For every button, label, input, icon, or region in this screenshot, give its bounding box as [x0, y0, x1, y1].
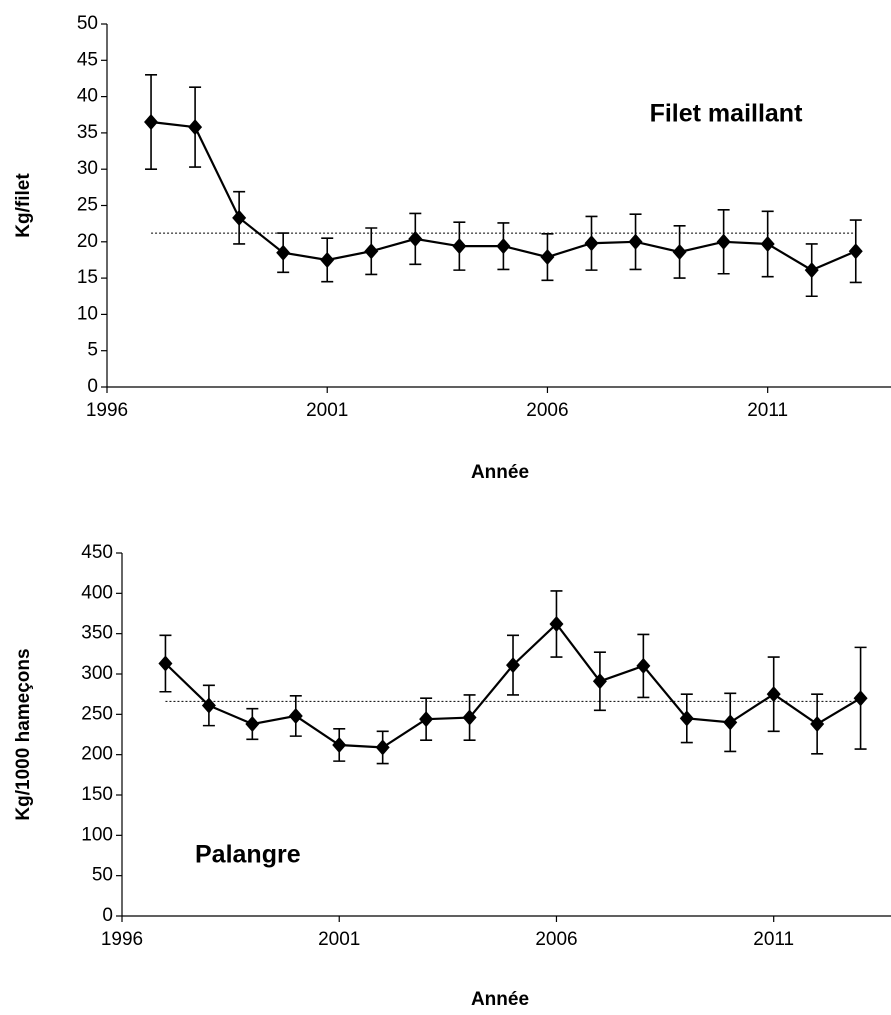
marker [804, 262, 819, 279]
marker [462, 709, 477, 726]
y-tick-label: 10 [77, 303, 98, 324]
y-tick-label: 50 [92, 865, 113, 886]
marker [320, 251, 335, 268]
marker [288, 707, 303, 724]
marker [144, 114, 159, 131]
y-tick-label: 0 [87, 376, 98, 397]
marker [628, 233, 643, 250]
annotation: Palangre [195, 841, 301, 869]
x-tick-label: 2006 [526, 400, 568, 421]
marker [766, 686, 781, 703]
marker [672, 243, 687, 260]
marker [375, 739, 390, 756]
y-tick-label: 250 [81, 703, 113, 724]
marker [452, 238, 467, 255]
y-tick-label: 30 [77, 158, 98, 179]
x-tick-label: 2001 [306, 400, 348, 421]
marker [549, 615, 564, 632]
y-tick-label: 0 [102, 905, 113, 926]
y-axis-title: Kg/1000 hameçons [13, 648, 34, 820]
marker [419, 711, 434, 728]
annotation: Filet maillant [650, 100, 803, 128]
y-tick-label: 5 [87, 340, 98, 361]
marker [232, 209, 247, 226]
marker [364, 243, 379, 260]
y-tick-label: 350 [81, 623, 113, 644]
y-tick-label: 450 [81, 542, 113, 563]
x-axis-title: Année [471, 989, 529, 1010]
y-tick-label: 150 [81, 784, 113, 805]
marker [810, 716, 825, 733]
x-tick-label: 2011 [747, 400, 788, 421]
y-axis-title: Kg/filet [13, 173, 34, 238]
marker [592, 673, 607, 690]
y-tick-label: 35 [77, 122, 98, 143]
marker [848, 243, 863, 260]
marker [158, 655, 173, 672]
x-axis-title: Année [471, 462, 529, 483]
y-tick-label: 400 [81, 582, 113, 603]
marker [506, 657, 521, 674]
marker [201, 697, 216, 714]
y-tick-label: 45 [77, 49, 98, 70]
x-tick-label: 1996 [101, 929, 143, 950]
marker [540, 249, 555, 266]
marker [408, 230, 423, 247]
marker [723, 714, 738, 731]
marker [760, 235, 775, 252]
y-tick-label: 50 [77, 13, 98, 34]
marker [636, 657, 651, 674]
marker [853, 690, 868, 707]
marker [276, 244, 291, 261]
y-tick-label: 40 [77, 86, 98, 107]
x-tick-label: 1996 [86, 400, 128, 421]
y-tick-label: 100 [81, 824, 113, 845]
marker [584, 235, 599, 252]
marker [716, 233, 731, 250]
marker [188, 119, 203, 136]
x-tick-label: 2001 [318, 929, 360, 950]
y-tick-label: 200 [81, 744, 113, 765]
x-tick-label: 2006 [535, 929, 577, 950]
y-tick-label: 25 [77, 195, 98, 216]
marker [679, 710, 694, 727]
marker [496, 238, 511, 255]
y-tick-label: 20 [77, 231, 98, 252]
y-tick-label: 300 [81, 663, 113, 684]
marker [332, 736, 347, 753]
x-tick-label: 2011 [753, 929, 794, 950]
y-tick-label: 15 [77, 267, 98, 288]
marker [245, 716, 260, 733]
